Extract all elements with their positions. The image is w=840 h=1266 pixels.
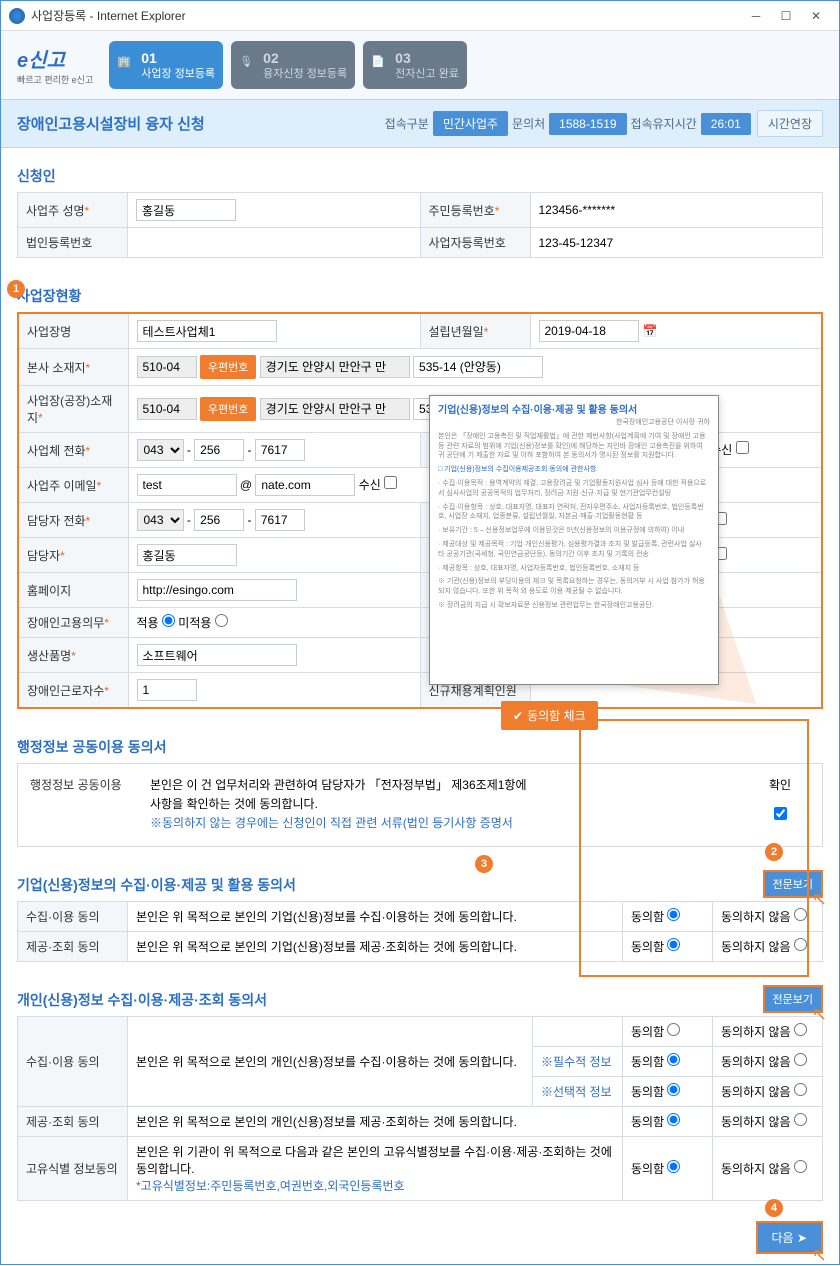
mgr-tel-area[interactable]: 043 — [137, 509, 184, 531]
product-input[interactable] — [137, 644, 297, 666]
applicant-section: 신청인 사업주 성명* 주민등록번호* 123456-******* 법인등록번… — [1, 148, 839, 268]
step-1[interactable]: 🏢 01사업장 정보등록 — [109, 41, 223, 89]
admin-consent-section: 행정정보 공동이용 동의서 행정정보 공동이용 본인은 이 건 업무처리와 관련… — [1, 719, 839, 857]
biz-no-value: 123-45-12347 — [530, 228, 823, 258]
page-title: 장애인고용시설장비 융자 신청 — [17, 113, 381, 134]
owner-name-input[interactable] — [136, 199, 236, 221]
access-type: 민간사업주 — [433, 111, 508, 136]
badge-4: 4 — [765, 1199, 783, 1217]
duty-yes-radio[interactable] — [162, 614, 175, 627]
cursor-icon: ↖ — [812, 1004, 827, 1025]
minimize-button[interactable]: ─ — [741, 9, 771, 23]
maximize-button[interactable]: ☐ — [771, 9, 801, 23]
tel-area[interactable]: 043 — [137, 439, 184, 461]
corp-credit-section: 3 2 기업(신용)정보의 수집·이용·제공 및 활용 동의서 전문보기↖ 수집… — [1, 857, 839, 972]
priv-r2-agree[interactable] — [667, 1113, 680, 1126]
corp-r2-disagree[interactable] — [794, 938, 807, 951]
step-2[interactable]: 🎙 02융자신청 정보등록 — [231, 41, 355, 89]
admin-confirm-check[interactable] — [774, 807, 787, 820]
next-button[interactable]: 다음 ➤↖ — [756, 1221, 824, 1254]
corp-r1-disagree[interactable] — [794, 908, 807, 921]
hq-zip — [137, 356, 197, 378]
extend-button[interactable]: 시간연장 — [757, 110, 823, 137]
doc-icon: 📄 — [371, 55, 391, 75]
priv-opt-agree[interactable] — [667, 1083, 680, 1096]
arrow-right-icon: ➤ — [797, 1231, 807, 1245]
mgr-tel-last[interactable] — [255, 509, 305, 531]
corp-r2-agree[interactable] — [667, 938, 680, 951]
fac-zip-button[interactable]: 우편번호 — [200, 397, 256, 421]
callout-label: 동의함 체크 — [501, 701, 598, 730]
priv-opt-disagree[interactable] — [794, 1083, 807, 1096]
mob-recv-check[interactable] — [736, 441, 749, 454]
personal-credit-section: 개인(신용)정보 수집·이용·제공·조회 동의서 전문보기↖ 수집·이용 동의 … — [1, 972, 839, 1211]
priv-view-button[interactable]: 전문보기↖ — [763, 985, 823, 1013]
cursor-icon: ↖ — [812, 1245, 827, 1266]
cursor-icon: ↖ — [812, 889, 827, 910]
contact-number: 1588-1519 — [549, 113, 626, 135]
est-date-input[interactable] — [539, 320, 639, 342]
mic-icon: 🎙 — [239, 55, 259, 75]
hq-zip-button[interactable]: 우편번호 — [200, 355, 256, 379]
fac-zip — [137, 398, 197, 420]
tel-mid[interactable] — [194, 439, 244, 461]
step-bar: e신고 빠르고 편리한 e신고 🏢 01사업장 정보등록 🎙 02융자신청 정보… — [1, 31, 839, 99]
titlebar: 사업장등록 - Internet Explorer ─ ☐ ✕ — [1, 1, 839, 31]
priv-req-agree[interactable] — [667, 1053, 680, 1066]
email-recv-check[interactable] — [384, 476, 397, 489]
email-domain[interactable] — [255, 474, 355, 496]
duty-no-radio[interactable] — [215, 614, 228, 627]
ie-icon — [9, 8, 25, 24]
rrn-value: 123456-******* — [530, 193, 823, 228]
badge-3: 3 — [475, 855, 493, 873]
calendar-icon[interactable]: 📅 — [643, 324, 658, 338]
dis-emp-input[interactable] — [137, 679, 197, 701]
mgr-name[interactable] — [137, 544, 237, 566]
priv-r3-agree[interactable] — [667, 1160, 680, 1173]
email-id[interactable] — [137, 474, 237, 496]
close-button[interactable]: ✕ — [801, 9, 831, 23]
biz-name-input[interactable] — [137, 320, 277, 342]
priv-r1-disagree[interactable] — [794, 1023, 807, 1036]
badge-1: 1 — [7, 280, 25, 298]
priv-r3-disagree[interactable] — [794, 1160, 807, 1173]
corp-view-button[interactable]: 전문보기↖ — [763, 870, 823, 898]
hq-addr2[interactable] — [413, 356, 543, 378]
fac-addr1 — [260, 398, 410, 420]
priv-req-disagree[interactable] — [794, 1053, 807, 1066]
logo: e신고 빠르고 편리한 e신고 — [17, 44, 93, 86]
window-title: 사업장등록 - Internet Explorer — [31, 7, 741, 24]
tel-last[interactable] — [255, 439, 305, 461]
session-time: 26:01 — [701, 113, 751, 135]
consent-popup: 기업(신용)정보의 수집·이용·제공 및 활용 동의서 한국장애인고용공단 이사… — [429, 395, 719, 685]
priv-r2-disagree[interactable] — [794, 1113, 807, 1126]
mgr-tel-mid[interactable] — [194, 509, 244, 531]
priv-r1-agree[interactable] — [667, 1023, 680, 1036]
badge-2: 2 — [765, 843, 783, 861]
hq-addr1 — [260, 356, 410, 378]
step-3[interactable]: 📄 03전자신고 완료 — [363, 41, 467, 89]
corp-r1-agree[interactable] — [667, 908, 680, 921]
page-header: 장애인고용시설장비 융자 신청 접속구분 민간사업주 문의처 1588-1519… — [1, 99, 839, 148]
building-icon: 🏢 — [117, 55, 137, 75]
homepage-input[interactable] — [137, 579, 297, 601]
